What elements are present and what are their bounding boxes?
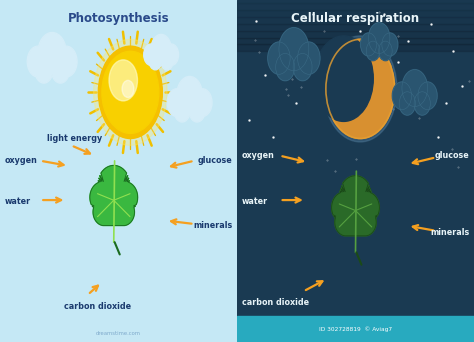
Text: oxygen: oxygen [5,156,37,165]
Circle shape [379,41,392,61]
Circle shape [414,92,430,115]
Circle shape [149,52,162,70]
Circle shape [38,32,66,74]
Circle shape [314,36,373,121]
Text: Photosynthesis: Photosynthesis [68,12,169,25]
Circle shape [56,46,77,77]
Text: ID 302728819  © Aviag7: ID 302728819 © Aviag7 [319,326,392,332]
Circle shape [189,98,205,122]
Bar [237,31,474,38]
Circle shape [368,23,390,53]
Circle shape [177,77,202,114]
Text: water: water [242,197,268,206]
Text: light energy: light energy [47,134,103,143]
Bar [237,0,474,3]
Text: minerals: minerals [193,221,232,230]
Circle shape [402,70,428,107]
Circle shape [293,53,312,81]
Text: water: water [5,197,31,206]
Circle shape [164,44,179,66]
Bar [237,17,474,24]
Text: glucose: glucose [198,156,232,165]
Circle shape [382,33,398,56]
Bar [237,10,474,17]
Circle shape [27,46,49,77]
Circle shape [268,42,290,74]
Bar [237,316,474,342]
Circle shape [298,42,320,74]
Polygon shape [332,176,379,236]
Text: glucose: glucose [435,151,469,160]
Circle shape [279,28,309,71]
Circle shape [151,35,171,63]
Text: dreamstime.com: dreamstime.com [96,331,141,336]
Circle shape [276,53,295,81]
Circle shape [122,80,134,97]
Circle shape [51,57,69,83]
Bar [237,44,474,51]
Circle shape [174,98,190,122]
Circle shape [326,39,394,139]
Text: carbon dioxide: carbon dioxide [242,298,309,307]
Circle shape [366,41,380,61]
Circle shape [361,33,376,56]
Circle shape [193,89,212,117]
Circle shape [418,82,437,110]
Circle shape [392,82,411,110]
Bar [237,3,474,10]
Circle shape [35,57,53,83]
Circle shape [102,51,159,133]
Circle shape [323,36,397,142]
Circle shape [144,44,159,66]
Polygon shape [90,166,137,226]
Text: minerals: minerals [430,228,469,237]
Bar [237,24,474,31]
Circle shape [109,60,137,101]
Circle shape [167,89,186,117]
Bar [237,38,474,44]
Text: oxygen: oxygen [242,151,274,160]
Circle shape [94,39,167,145]
Text: Cellular respiration: Cellular respiration [292,12,419,25]
Circle shape [161,52,173,70]
Circle shape [399,92,415,115]
Text: carbon dioxide: carbon dioxide [64,302,131,311]
Circle shape [99,46,162,139]
Circle shape [326,39,394,139]
